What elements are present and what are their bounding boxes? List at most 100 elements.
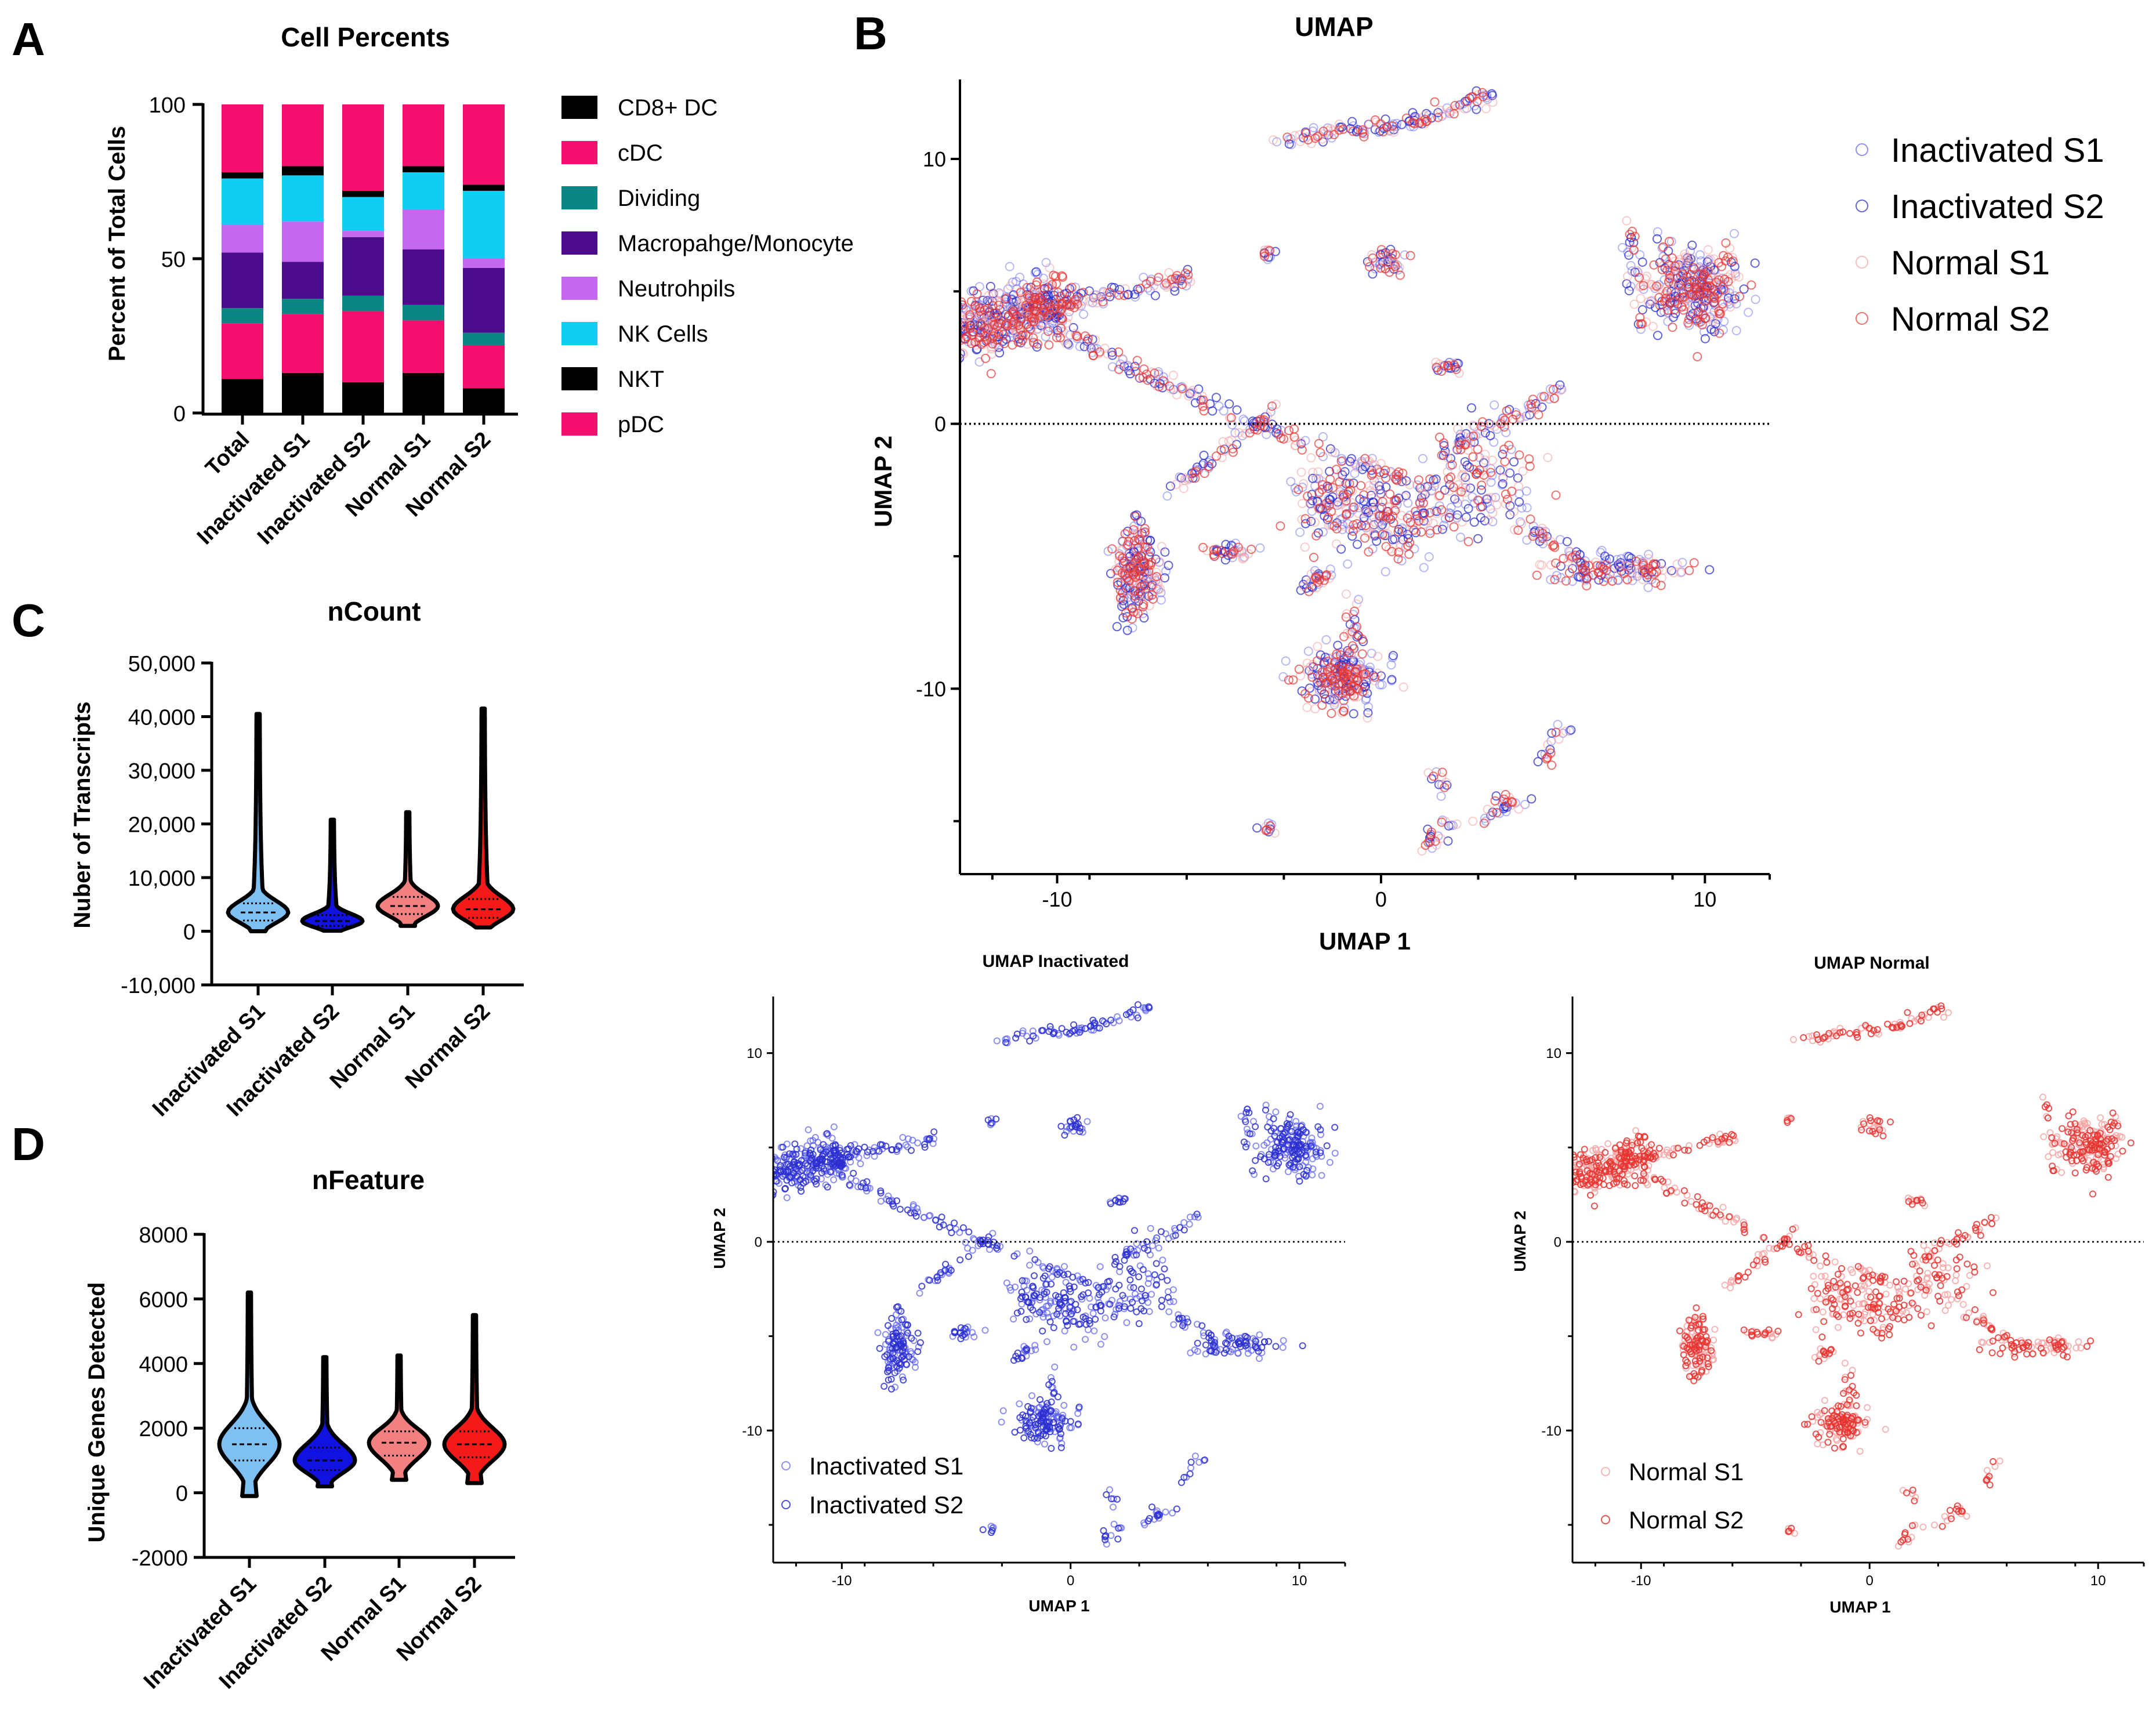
umap-point-inactivated-s2 xyxy=(1173,1505,1180,1513)
umap-point-normal-s1 xyxy=(1171,480,1181,490)
umap-point-normal-s2 xyxy=(976,339,986,349)
umap-point-inactivated-s2 xyxy=(786,1150,793,1158)
umap-point-normal-s2 xyxy=(1359,132,1369,142)
umap-point-inactivated-s1 xyxy=(1251,1171,1258,1178)
umap-point-normal-s2 xyxy=(1313,577,1322,587)
umap-point-inactivated-s2 xyxy=(1127,1245,1135,1253)
umap-point-normal-s2 xyxy=(1691,291,1701,300)
umap-point-inactivated-s2 xyxy=(1031,1434,1038,1442)
umap-point-normal-s1 xyxy=(1217,452,1227,462)
umap-point-normal-s2 xyxy=(1297,445,1307,455)
umap-point-normal-s2 xyxy=(1204,462,1214,472)
umap-point-normal-s2 xyxy=(1357,125,1367,135)
umap-point-normal-s2 xyxy=(1365,262,1375,271)
umap-point-inactivated-s1 xyxy=(1066,1424,1074,1432)
umap-point-inactivated-s1 xyxy=(1424,552,1434,561)
umap-point-normal-s2 xyxy=(1198,542,1208,552)
umap-point-inactivated-s2 xyxy=(1289,1164,1297,1171)
umap-point-inactivated-s1 xyxy=(1628,575,1637,585)
umap-point-inactivated-s2 xyxy=(792,1151,800,1158)
umap-point-normal-s1 xyxy=(1458,431,1468,441)
umap-inact-xtick-label: -10 xyxy=(832,1573,852,1589)
umap-point-inactivated-s1 xyxy=(1039,1313,1047,1321)
umap-point-normal-s2 xyxy=(1571,550,1581,560)
umap-point-inactivated-s2 xyxy=(904,1321,911,1328)
umap-point-inactivated-s1 xyxy=(964,1245,972,1252)
umap-point-normal-s1 xyxy=(1941,1291,1949,1299)
umap-point-inactivated-s2 xyxy=(1031,1256,1039,1263)
umap-point-inactivated-s2 xyxy=(1019,1277,1026,1284)
umap-point-normal-s1 xyxy=(1939,1260,1947,1267)
umap-point-inactivated-s2 xyxy=(1024,1403,1032,1410)
umap-point-normal-s2 xyxy=(960,300,968,310)
umap-point-inactivated-s2 xyxy=(1283,1120,1291,1128)
umap-point-normal-s1 xyxy=(1308,468,1318,477)
umap-point-inactivated-s2 xyxy=(1284,139,1294,149)
umap-point-inactivated-s1 xyxy=(1026,1247,1034,1255)
umap-inact-xtick-label: 0 xyxy=(1067,1573,1074,1589)
umap-point-normal-s2 xyxy=(1121,608,1130,618)
umap-point-normal-s2 xyxy=(1212,451,1221,461)
umap-point-inactivated-s2 xyxy=(1207,459,1217,469)
umap-point-normal-s2 xyxy=(1401,113,1411,123)
umap-point-inactivated-s1 xyxy=(1060,1401,1068,1409)
umap-point-inactivated-s2 xyxy=(808,1155,816,1162)
umap-point-inactivated-s1 xyxy=(1194,1347,1201,1355)
umap-point-normal-s2 xyxy=(1349,526,1358,536)
umap-point-inactivated-s2 xyxy=(1038,1027,1045,1034)
umap-point-inactivated-s2 xyxy=(1064,1322,1071,1329)
umap-point-normal-s2 xyxy=(1387,121,1397,131)
umap-point-inactivated-s1 xyxy=(1688,270,1698,280)
umap-point-inactivated-s2 xyxy=(888,1315,896,1322)
umap-point-inactivated-s2 xyxy=(1317,1149,1324,1157)
umap-point-inactivated-s2 xyxy=(1201,1456,1209,1463)
bar-normal-s2-pdc xyxy=(463,345,505,389)
umap-point-inactivated-s2 xyxy=(1545,745,1555,755)
umap-point-inactivated-s2 xyxy=(1629,238,1639,248)
umap-point-normal-s2 xyxy=(1127,614,1137,624)
umap-point-inactivated-s1 xyxy=(1194,1321,1201,1328)
umap-point-inactivated-s2 xyxy=(1017,1307,1025,1315)
umap-point-inactivated-s2 xyxy=(1236,1337,1244,1345)
umap-point-inactivated-s1 xyxy=(1023,1277,1030,1285)
umap-point-inactivated-s2 xyxy=(1333,640,1343,650)
umap-point-normal-s1 xyxy=(1966,1272,1973,1279)
umap-point-normal-s1 xyxy=(1510,525,1519,535)
umap-point-normal-s1 xyxy=(1960,1314,1967,1321)
umap-point-inactivated-s1 xyxy=(1191,1452,1199,1460)
umap-point-inactivated-s2 xyxy=(1114,1495,1121,1503)
umap-point-inactivated-s2 xyxy=(1055,1423,1062,1431)
umap-point-normal-s2 xyxy=(1133,553,1143,563)
umap-point-normal-s2 xyxy=(1460,440,1470,450)
umap-point-inactivated-s1 xyxy=(806,1168,813,1176)
umap-point-normal-s2 xyxy=(970,302,980,311)
umap-point-inactivated-s1 xyxy=(1016,1400,1023,1408)
umap-point-inactivated-s1 xyxy=(1258,1349,1266,1356)
umap-point-normal-s2 xyxy=(1028,338,1038,347)
umap-point-normal-s2 xyxy=(1374,511,1384,521)
umap-point-normal-s1 xyxy=(951,298,959,306)
umap-point-normal-s1 xyxy=(1419,111,1429,121)
umap-point-inactivated-s1 xyxy=(1038,1306,1045,1314)
umap-point-normal-s2 xyxy=(1670,261,1680,271)
umap-point-inactivated-s1 xyxy=(1730,291,1740,301)
umap-point-inactivated-s2 xyxy=(1730,262,1740,271)
umap-point-inactivated-s2 xyxy=(1240,1138,1248,1146)
umap-point-inactivated-s2 xyxy=(896,1205,904,1213)
umap-point-normal-s1 xyxy=(1540,392,1550,402)
umap-point-inactivated-s1 xyxy=(1144,1270,1152,1277)
legend-marker-inactivated-s1 xyxy=(781,1461,791,1470)
umap-point-normal-s1 xyxy=(1085,343,1095,353)
umap-point-inactivated-s2 xyxy=(1705,565,1715,575)
umap-point-inactivated-s2 xyxy=(1122,625,1132,635)
umap-point-inactivated-s2 xyxy=(1046,1023,1054,1030)
umap-point-normal-s1 xyxy=(1952,1277,1959,1285)
umap-point-inactivated-s2 xyxy=(1079,1275,1086,1283)
umap-point-inactivated-s2 xyxy=(1027,1408,1034,1416)
umap-point-normal-s1 xyxy=(1363,456,1372,466)
umap-point-normal-s2 xyxy=(1152,572,1161,582)
umap-point-inactivated-s2 xyxy=(1296,1163,1303,1171)
umap-point-normal-s1 xyxy=(1451,104,1461,114)
umap-point-normal-s2 xyxy=(1390,495,1400,505)
umap-point-normal-s2 xyxy=(1140,581,1150,590)
